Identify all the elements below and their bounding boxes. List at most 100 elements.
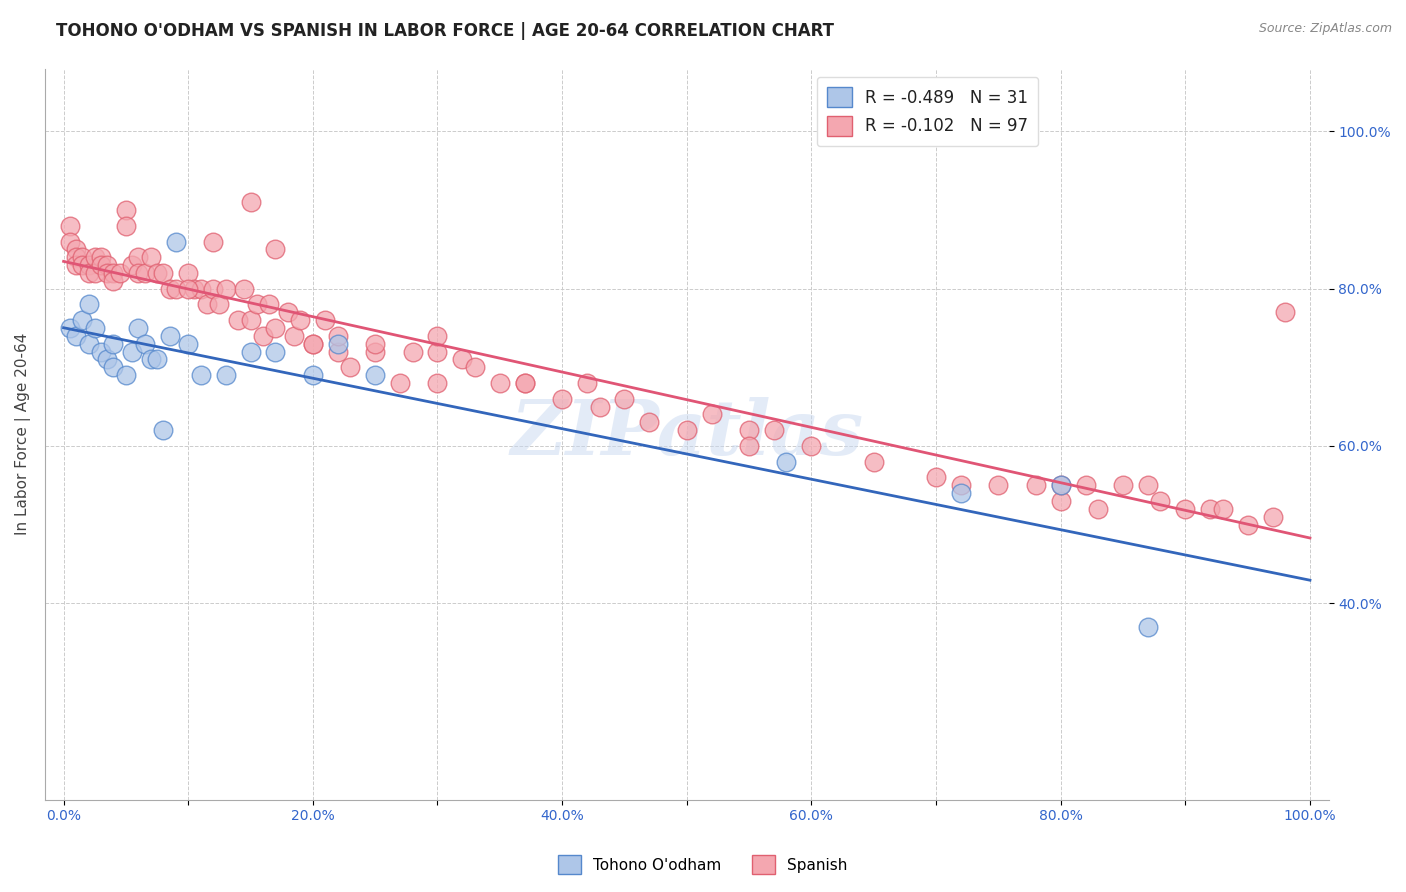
Point <box>83 321 105 335</box>
Point <box>195 297 218 311</box>
Point <box>1049 494 1071 508</box>
Point <box>59 321 82 335</box>
Point <box>1136 620 1159 634</box>
Point <box>613 392 636 406</box>
Point <box>1087 501 1109 516</box>
Point <box>65 329 87 343</box>
Point <box>77 266 100 280</box>
Point <box>252 329 274 343</box>
Point <box>208 297 231 311</box>
Point <box>264 344 287 359</box>
Point <box>159 329 181 343</box>
Point <box>588 400 610 414</box>
Point <box>638 415 661 429</box>
Point <box>488 376 510 390</box>
Point <box>1212 501 1234 516</box>
Point <box>1261 509 1284 524</box>
Point <box>165 235 187 249</box>
Point <box>1074 478 1097 492</box>
Legend: Tohono O'odham, Spanish: Tohono O'odham, Spanish <box>553 849 853 880</box>
Point <box>214 368 236 383</box>
Point <box>513 376 536 390</box>
Point <box>283 329 305 343</box>
Point <box>190 282 212 296</box>
Point <box>233 282 256 296</box>
Legend: R = -0.489   N = 31, R = -0.102   N = 97: R = -0.489 N = 31, R = -0.102 N = 97 <box>817 77 1038 146</box>
Point <box>139 250 162 264</box>
Point <box>152 266 174 280</box>
Point <box>127 321 149 335</box>
Point <box>90 258 112 272</box>
Point <box>65 258 87 272</box>
Point <box>127 250 149 264</box>
Point <box>257 297 280 311</box>
Point <box>700 408 723 422</box>
Point <box>152 423 174 437</box>
Point <box>83 266 105 280</box>
Point <box>1199 501 1222 516</box>
Text: TOHONO O'ODHAM VS SPANISH IN LABOR FORCE | AGE 20-64 CORRELATION CHART: TOHONO O'ODHAM VS SPANISH IN LABOR FORCE… <box>56 22 834 40</box>
Point <box>576 376 599 390</box>
Y-axis label: In Labor Force | Age 20-64: In Labor Force | Age 20-64 <box>15 333 31 535</box>
Point <box>127 266 149 280</box>
Point <box>326 329 349 343</box>
Point <box>1112 478 1135 492</box>
Point <box>1174 501 1197 516</box>
Point <box>59 235 82 249</box>
Point <box>426 344 449 359</box>
Point <box>326 344 349 359</box>
Point <box>1274 305 1296 319</box>
Point <box>108 266 131 280</box>
Point <box>949 486 972 500</box>
Point <box>1236 517 1258 532</box>
Point <box>302 368 325 383</box>
Point <box>183 282 205 296</box>
Point <box>134 336 156 351</box>
Point <box>59 219 82 233</box>
Point <box>103 274 125 288</box>
Point <box>177 336 200 351</box>
Point <box>226 313 249 327</box>
Point <box>77 336 100 351</box>
Point <box>451 352 474 367</box>
Point <box>96 258 118 272</box>
Point <box>290 313 312 327</box>
Point <box>246 297 269 311</box>
Point <box>763 423 786 437</box>
Point <box>264 243 287 257</box>
Point <box>949 478 972 492</box>
Text: ZIPatlas: ZIPatlas <box>510 397 863 471</box>
Point <box>77 258 100 272</box>
Point <box>177 266 200 280</box>
Point <box>72 250 94 264</box>
Point <box>1149 494 1171 508</box>
Point <box>134 266 156 280</box>
Point <box>146 266 169 280</box>
Text: Source: ZipAtlas.com: Source: ZipAtlas.com <box>1258 22 1392 36</box>
Point <box>96 266 118 280</box>
Point <box>65 250 87 264</box>
Point <box>426 376 449 390</box>
Point <box>675 423 697 437</box>
Point <box>115 219 138 233</box>
Point <box>159 282 181 296</box>
Point <box>103 266 125 280</box>
Point <box>165 282 187 296</box>
Point <box>551 392 574 406</box>
Point <box>1049 478 1071 492</box>
Point <box>1049 478 1071 492</box>
Point <box>364 344 387 359</box>
Point <box>925 470 948 484</box>
Point <box>190 368 212 383</box>
Point <box>72 258 94 272</box>
Point <box>401 344 423 359</box>
Point <box>90 250 112 264</box>
Point <box>277 305 299 319</box>
Point <box>1136 478 1159 492</box>
Point <box>72 313 94 327</box>
Point <box>177 282 200 296</box>
Point <box>239 195 262 210</box>
Point <box>146 352 169 367</box>
Point <box>214 282 236 296</box>
Point <box>77 297 100 311</box>
